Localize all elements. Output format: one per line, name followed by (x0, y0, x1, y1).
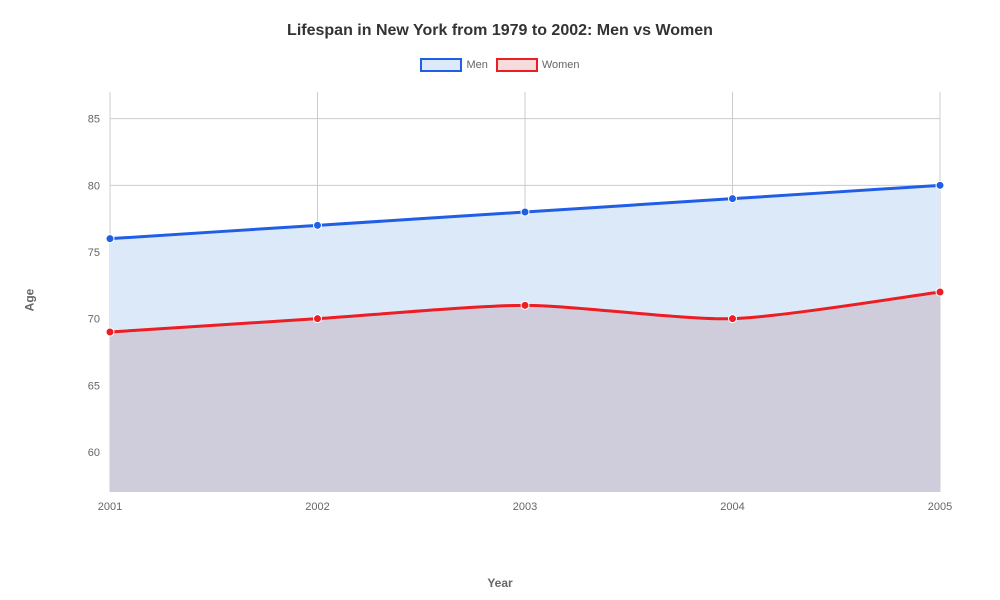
series-marker-men (729, 195, 737, 203)
series-marker-men (106, 235, 114, 243)
series-marker-men (314, 221, 322, 229)
x-tick-label: 2001 (98, 501, 122, 513)
legend-item-men: Men (420, 58, 487, 72)
legend: Men Women (0, 58, 1000, 72)
legend-swatch-men (420, 58, 462, 72)
chart-title: Lifespan in New York from 1979 to 2002: … (0, 0, 1000, 40)
x-tick-label: 2005 (928, 501, 952, 513)
x-axis-title: Year (487, 576, 512, 590)
legend-item-women: Women (496, 58, 580, 72)
chart-container: Lifespan in New York from 1979 to 2002: … (0, 0, 1000, 600)
y-tick-label: 65 (88, 380, 100, 392)
series-marker-women (106, 328, 114, 336)
x-tick-label: 2002 (305, 501, 329, 513)
series-marker-women (729, 315, 737, 323)
x-tick-label: 2003 (513, 501, 537, 513)
plot-area: 60 65 70 75 80 85 2001 2002 2003 2004 2005 (70, 92, 950, 522)
y-tick-label: 75 (88, 247, 100, 259)
y-axis-title: Age (22, 289, 36, 312)
y-tick-label: 60 (88, 447, 100, 459)
series-marker-women (936, 288, 944, 296)
series-marker-men (521, 208, 529, 216)
x-tick-label: 2004 (720, 501, 744, 513)
y-tick-label: 85 (88, 114, 100, 126)
series-marker-men (936, 181, 944, 189)
legend-label-men: Men (466, 59, 487, 71)
series-marker-women (314, 315, 322, 323)
plot-svg: 60 65 70 75 80 85 2001 2002 2003 2004 2005 (70, 92, 950, 522)
y-tick-label: 70 (88, 314, 100, 326)
series-marker-women (521, 301, 529, 309)
legend-swatch-women (496, 58, 538, 72)
legend-label-women: Women (542, 59, 580, 71)
y-tick-label: 80 (88, 180, 100, 192)
